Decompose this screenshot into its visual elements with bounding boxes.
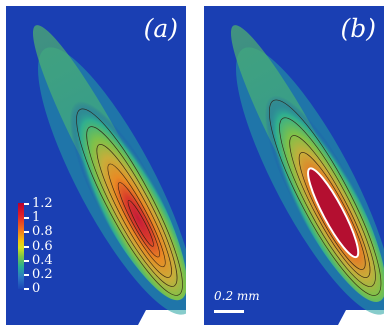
colorbar-label: 0.4 (32, 253, 53, 268)
colorbar-label: 1.2 (32, 196, 53, 211)
panel-a: (a) 1.2 1 0.8 0.6 0.4 0.2 0 (6, 6, 186, 325)
colorbar-tick (24, 260, 29, 262)
colorbar-tick (24, 231, 29, 233)
scale-bar-label: 0.2 mm (214, 289, 260, 303)
colorbar-label: 1 (32, 210, 41, 225)
colorbar-label: 0.6 (32, 239, 53, 254)
field-plot-b (204, 6, 384, 325)
colorbar-label: 0 (32, 281, 41, 296)
colorbar-tick (24, 217, 29, 219)
scale-bar-unit: mm (236, 289, 260, 303)
colorbar (18, 203, 24, 289)
colorbar-label: 0.8 (32, 224, 53, 239)
scale-bar-value: 0.2 (214, 289, 234, 303)
colorbar-tick (24, 246, 29, 248)
field-plot-a (6, 6, 186, 325)
panel-label-b: (b) (340, 14, 376, 43)
colorbar-tick (24, 274, 29, 276)
colorbar-tick (24, 203, 29, 205)
colorbar-label: 0.2 (32, 267, 53, 282)
scale-bar (214, 310, 244, 313)
panel-b: (b) (204, 6, 384, 325)
colorbar-tick (24, 288, 29, 290)
panel-label-a: (a) (143, 14, 178, 43)
